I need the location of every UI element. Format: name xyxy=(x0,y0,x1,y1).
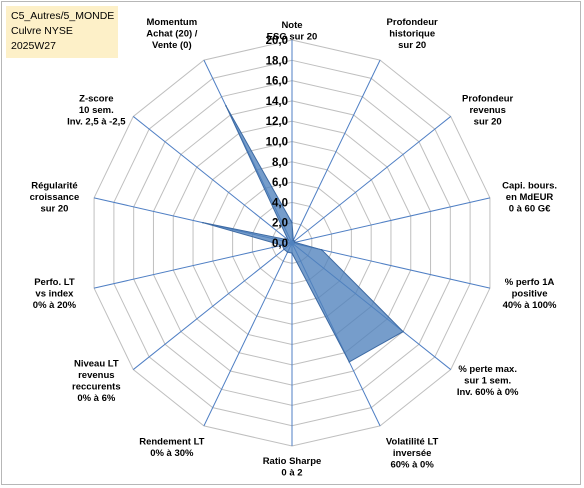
axis-label-line: Capi. bours. xyxy=(502,180,557,191)
series-point xyxy=(294,241,296,244)
axis-spoke xyxy=(291,197,491,244)
axis-label-line: positive xyxy=(512,289,548,300)
axis-spoke xyxy=(132,242,293,370)
axis-label-line: Ratio Sharpe xyxy=(263,456,322,467)
axis-label-line: 0% à 30% xyxy=(150,448,194,459)
axis-label-line: Régularité xyxy=(31,180,77,191)
axis-label-line: Note xyxy=(281,20,302,31)
axis-spoke xyxy=(291,242,491,289)
axis-spoke xyxy=(132,116,293,244)
tick-label: 20,0 xyxy=(266,35,288,47)
tick-label: 8,0 xyxy=(272,157,288,169)
axis-label-line: ESG sur 20 xyxy=(267,32,318,43)
tick-label: 6,0 xyxy=(272,177,288,189)
series-point xyxy=(287,239,289,241)
axis-label-line: Profondeur xyxy=(462,93,513,104)
axis-label-line: revenus xyxy=(78,370,114,381)
series-point xyxy=(202,221,204,224)
axis-label-line: sur 1 sem. xyxy=(464,376,511,387)
series-point xyxy=(348,361,351,363)
info-line-2: Culvre NYSE xyxy=(11,25,73,37)
axis-label-line: vs index xyxy=(35,289,74,300)
axis-label-line: 10 sem. xyxy=(79,105,114,116)
axis-label: % perte max.sur 1 sem.Inv. 60% à 0% xyxy=(457,364,519,398)
axis-label-line: 0% à 6% xyxy=(77,393,116,404)
axis-spoke xyxy=(291,116,452,244)
tick-label: 4,0 xyxy=(272,197,288,209)
info-line-1: C5_Autres/5_MONDE xyxy=(11,10,115,22)
axis-label: Rendement LT0% à 30% xyxy=(139,437,204,460)
radar-series xyxy=(202,105,404,363)
info-line-3: 2025W27 xyxy=(11,40,56,52)
axis-label-line: 0% à 20% xyxy=(33,300,77,311)
axis-label-line: Z-score xyxy=(79,93,113,104)
axis-label-line: Rendement LT xyxy=(139,437,204,448)
axis-label-line: Inv. 60% à 0% xyxy=(457,387,519,398)
axis-label-line: Momentum xyxy=(147,17,198,28)
axis-label-line: Perfo. LT xyxy=(34,277,75,288)
axis-label-line: historique xyxy=(389,28,435,39)
axis-label-line: Volatilité LT xyxy=(386,437,439,448)
series-point xyxy=(283,248,285,251)
axis-label-line: % perte max. xyxy=(458,364,517,375)
series-point xyxy=(286,251,289,253)
radar-ticks: 0,0 2,0 4,0 6,0 8,0 10,0 12,0 14,0 16,0 18,0 20,0 xyxy=(266,35,288,250)
series-point xyxy=(402,330,404,333)
axis-label-line: 60% à 0% xyxy=(390,460,434,471)
axis-label-line: Vente (0) xyxy=(152,40,192,51)
axis-spoke xyxy=(93,242,293,289)
axis-label-line: croissance xyxy=(30,192,80,203)
axis-label-line: 0 à 2 xyxy=(281,468,302,479)
series-point xyxy=(281,244,283,247)
tick-label: 12,0 xyxy=(266,116,288,128)
axis-spoke xyxy=(203,242,293,427)
series-point xyxy=(225,105,227,107)
tick-label: 2,0 xyxy=(272,218,288,230)
axis-label-line: Achat (20) / xyxy=(146,28,198,39)
axis-spoke xyxy=(291,59,381,244)
axis-label-line: 0 à 60 G€ xyxy=(509,203,551,214)
axis-label-line: Inv. 2,5 à -2,5 xyxy=(67,116,126,127)
axis-label-line: sur 20 xyxy=(40,203,68,214)
series-point xyxy=(320,248,323,251)
tick-label: 16,0 xyxy=(266,76,288,88)
tick-label: 0,0 xyxy=(272,238,288,250)
info-box: C5_Autres/5_MONDE Culvre NYSE 2025W27 xyxy=(6,6,118,58)
axis-label-line: % perfo 1A xyxy=(505,277,555,288)
series-point xyxy=(291,252,293,254)
axis-label-line: Profondeur xyxy=(387,17,438,28)
tick-label: 10,0 xyxy=(266,137,288,149)
series-point xyxy=(293,240,296,242)
axis-label-line: reccurents xyxy=(72,381,121,392)
axis-label-line: 40% à 100% xyxy=(503,300,557,311)
series-point xyxy=(291,221,293,224)
axis-label-line: en MdEUR xyxy=(506,192,554,203)
axis-label-line: sur 20 xyxy=(398,40,426,51)
axis-label-line: revenus xyxy=(469,105,505,116)
axis-label-line: Niveau LT xyxy=(74,358,119,369)
tick-label: 18,0 xyxy=(266,55,288,67)
axis-label-line: inversée xyxy=(393,448,432,459)
tick-label: 14,0 xyxy=(266,96,288,108)
axis-label-line: sur 20 xyxy=(474,116,502,127)
